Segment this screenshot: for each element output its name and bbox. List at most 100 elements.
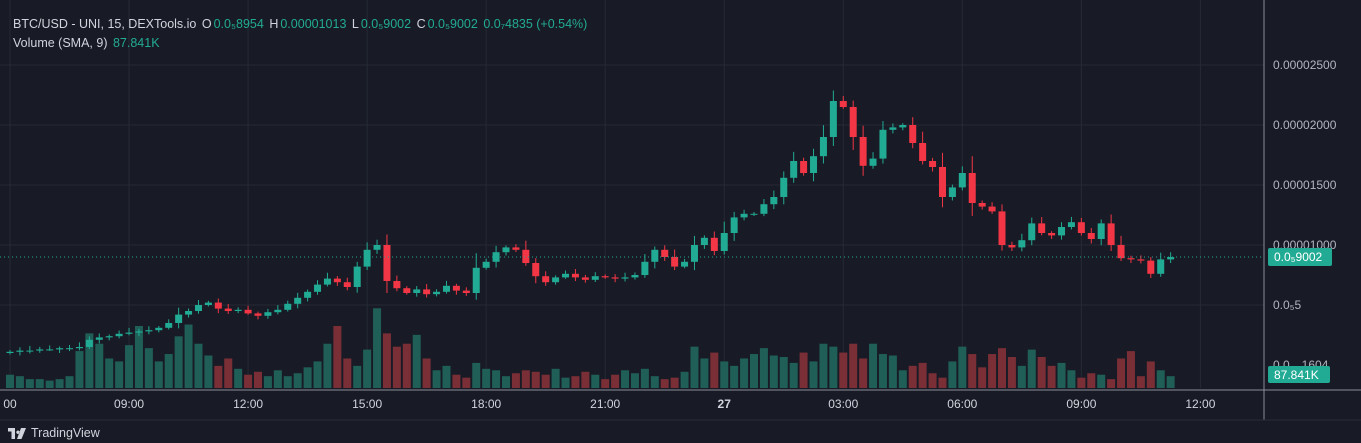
candle-body	[1137, 259, 1145, 261]
volume-bar	[531, 371, 540, 388]
candle-body	[472, 267, 480, 293]
volume-bar	[244, 374, 253, 388]
volume-bar	[1057, 362, 1066, 388]
volume-bar	[938, 377, 947, 388]
candle-body	[1167, 257, 1175, 260]
volume-bar	[462, 377, 471, 388]
candle-body	[403, 288, 411, 293]
last-price-label: 0.0₅9002	[1274, 250, 1323, 264]
candle-body	[1028, 223, 1036, 241]
volume-bar	[888, 355, 897, 388]
volume-bar	[948, 361, 957, 388]
ohlc-legend: BTC/USD - UNI, 15, DEXTools.io O 0.0₅8954…	[13, 17, 588, 31]
volume-bar	[412, 334, 421, 388]
candle-body	[671, 257, 679, 267]
low-value: 0.0₅9002	[360, 17, 412, 31]
candle-body	[274, 309, 282, 313]
candle-body	[512, 247, 520, 250]
symbol-title[interactable]: BTC/USD - UNI, 15, DEXTools.io	[13, 17, 197, 31]
volume-bar	[6, 374, 14, 388]
candle-body	[353, 266, 361, 287]
volume-bar	[273, 370, 282, 388]
candle-body	[1127, 258, 1135, 260]
candle-body	[829, 101, 837, 137]
volume-bar	[789, 362, 798, 388]
candle-body	[819, 137, 827, 157]
volume-bar	[878, 354, 887, 388]
candle-body	[740, 213, 748, 218]
candle-body	[314, 284, 322, 292]
candle-body	[204, 302, 212, 305]
candle-body	[1147, 260, 1155, 274]
volume-bar	[710, 352, 719, 388]
candle-body	[125, 332, 133, 334]
volume-bar	[144, 348, 153, 388]
volume-bar	[759, 348, 768, 388]
candle-body	[95, 337, 103, 340]
volume-bar	[303, 367, 312, 388]
candle-body	[581, 277, 589, 280]
volume-bar	[750, 354, 758, 388]
volume-bar	[323, 343, 332, 388]
candle-body	[502, 247, 510, 253]
tradingview-logo[interactable]: TradingView	[8, 426, 100, 440]
candle-body	[6, 351, 14, 353]
candle-body	[85, 339, 93, 347]
candle-body	[879, 129, 887, 159]
candle-body	[770, 197, 778, 205]
volume-bar	[541, 374, 550, 388]
candle-body	[552, 277, 560, 283]
volume-bar	[1077, 377, 1086, 388]
candle-body	[224, 308, 232, 311]
candle-body	[115, 333, 123, 337]
volume-bar	[1037, 357, 1046, 388]
volume-bar	[1087, 373, 1096, 388]
candle-body	[105, 336, 113, 338]
last-volume-label: 87.841K	[1274, 368, 1319, 382]
candle-body	[185, 311, 193, 315]
candle-body	[482, 261, 490, 268]
volume-bar	[1126, 351, 1135, 388]
time-tick-label: 09:00	[1066, 397, 1096, 411]
candle-body	[214, 302, 222, 309]
candle-body	[56, 348, 64, 350]
volume-bar	[1097, 374, 1106, 388]
candle-body	[1058, 227, 1066, 236]
candle-body	[919, 143, 927, 161]
volume-bar	[561, 377, 570, 388]
price-tick-label: 0.00002500	[1273, 58, 1337, 72]
candle-body	[542, 276, 550, 283]
candle-body	[631, 275, 639, 278]
time-tick-label: 15:00	[352, 397, 382, 411]
price-tick-label: 0.0₅5	[1273, 298, 1302, 312]
volume-bar	[799, 352, 808, 388]
change-value: 0.0₇4835 (+0.54%)	[483, 17, 588, 31]
close-value: 0.0₅9002	[427, 17, 478, 31]
volume-bar	[690, 346, 699, 388]
volume-bar	[591, 374, 600, 388]
candle-body	[948, 187, 956, 197]
volume-label[interactable]: Volume (SMA, 9)	[13, 36, 108, 50]
volume-bar	[1166, 376, 1175, 388]
volume-bar	[958, 346, 967, 388]
volume-bar	[1047, 365, 1056, 388]
volume-bar	[1067, 370, 1076, 388]
candle-body	[611, 277, 619, 279]
volume-bar	[1027, 349, 1036, 388]
candle-body	[264, 312, 272, 316]
volume-bar	[1136, 376, 1145, 388]
volume-bar	[611, 374, 620, 388]
candle-body	[433, 291, 441, 295]
candle-body	[958, 173, 966, 188]
candle-body	[1077, 222, 1085, 233]
volume-bar	[55, 379, 64, 388]
candle-body	[978, 203, 986, 207]
volume-bar	[680, 371, 689, 388]
candle-body	[899, 125, 907, 128]
volume-bar	[313, 361, 322, 388]
candle-body	[641, 261, 649, 275]
volume-bar	[224, 358, 233, 388]
candle-body	[244, 309, 252, 314]
candle-body	[323, 278, 331, 285]
